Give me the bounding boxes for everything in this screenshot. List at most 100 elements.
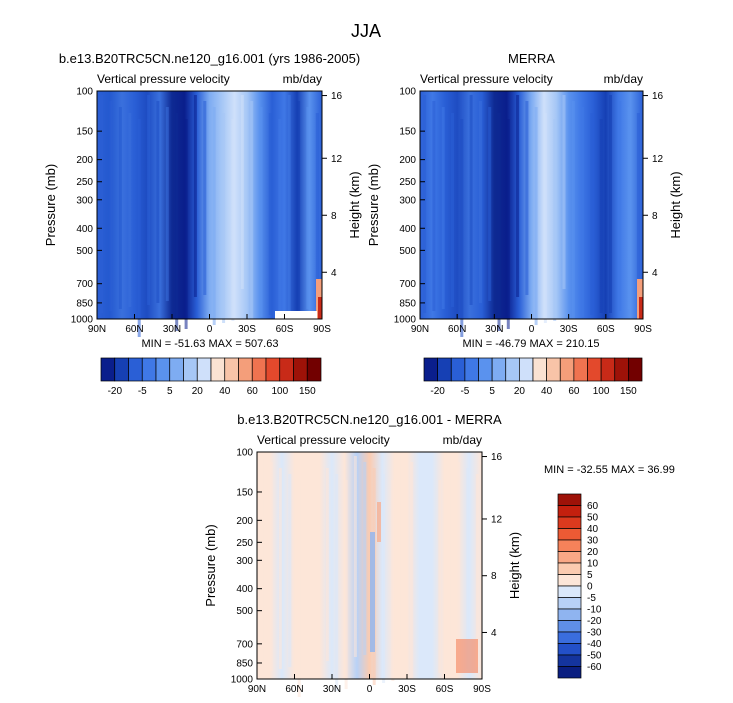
colorbar-label: 30 (587, 536, 599, 547)
y-tick-label: 250 (399, 177, 416, 188)
y-tick-label: 700 (399, 279, 416, 290)
contour-band (137, 119, 141, 337)
contour-band (618, 101, 622, 311)
colorbar-box (238, 357, 253, 382)
colorbar-box (450, 357, 466, 382)
colorbar-label: -20 (108, 386, 123, 397)
contour-band (363, 462, 367, 655)
colorbar-label: 10 (587, 559, 599, 570)
contour-band (287, 95, 291, 313)
left-string-label: Vertical pressure velocity (420, 72, 553, 86)
y-tick-label: 850 (76, 298, 93, 309)
y2-tick-label: 8 (491, 571, 497, 582)
y-axis-title: Pressure (mb) (43, 164, 58, 246)
contour-band (147, 95, 151, 305)
colorbar-box (600, 357, 616, 382)
contour-band (478, 101, 482, 303)
contour-band (278, 468, 282, 669)
min-max-label: MIN = -51.63 MAX = 507.63 (142, 338, 279, 350)
colorbar-box (169, 357, 184, 382)
y2-tick-label: 4 (491, 628, 497, 639)
y-axis-title: Pressure (mb) (366, 164, 381, 246)
contour-band (590, 113, 594, 315)
y-tick-label: 700 (76, 279, 93, 290)
contour-band (428, 474, 432, 675)
colorbar-label: -60 (587, 662, 602, 673)
units-label: mb/day (443, 433, 482, 447)
colorbar-label: 0 (587, 582, 593, 593)
equatorial-positive-band (377, 502, 381, 542)
colorbar-box (557, 643, 582, 656)
x-tick-label: 30S (560, 324, 578, 335)
y-tick-label: 300 (236, 556, 253, 567)
contour-band (525, 101, 529, 295)
colorbar-box (251, 357, 267, 382)
colorbar-box (557, 654, 582, 667)
colorbar-box (557, 493, 582, 506)
contour-band (100, 95, 104, 313)
panel-title: MERRA (508, 51, 555, 66)
x-tick-label: 60N (285, 684, 303, 695)
contour-band (307, 456, 311, 665)
colorbar-box (464, 357, 479, 382)
contour-band (269, 462, 273, 671)
y-tick-label: 400 (76, 224, 93, 235)
contour-band (222, 113, 226, 323)
contour-band (466, 468, 470, 669)
contour-band (184, 119, 188, 329)
contour-band (475, 474, 479, 667)
colorbar-box (423, 357, 438, 382)
y-tick-label: 300 (76, 195, 93, 206)
colorbar-box (155, 357, 171, 382)
x-tick-label: 30S (398, 684, 416, 695)
contour-band (636, 113, 640, 307)
contour-band (571, 101, 575, 319)
left-string-label: Vertical pressure velocity (97, 72, 230, 86)
y2-tick-label: 4 (331, 268, 337, 279)
contour-band (562, 95, 566, 289)
y-tick-label: 100 (76, 87, 93, 98)
y2-tick-label: 16 (331, 91, 343, 102)
colorbar-box (557, 597, 582, 610)
y2-tick-label: 8 (331, 211, 337, 222)
contour-band (488, 107, 492, 301)
y2-tick-label: 8 (652, 211, 658, 222)
colorbar-box (557, 562, 582, 575)
colorbar-label: -50 (587, 651, 602, 662)
colorbar-label: -5 (138, 386, 147, 397)
x-tick-label: 60S (597, 324, 615, 335)
contour-band (432, 101, 436, 311)
x-tick-label: 30N (163, 324, 181, 335)
y-tick-label: 400 (236, 584, 253, 595)
contour-band (315, 113, 319, 307)
x-tick-label: 0 (367, 684, 373, 695)
colorbar-label: -30 (587, 628, 602, 639)
panel-1: b.e13.B20TRC5CN.ne120_g16.001 (yrs 1986-… (43, 51, 362, 397)
y-tick-label: 200 (236, 516, 253, 527)
contour-band (447, 456, 451, 673)
y-tick-label: 250 (76, 177, 93, 188)
contour-band (460, 119, 464, 337)
contour-band (268, 113, 272, 315)
colorbar-box (557, 620, 582, 633)
colorbar-box (224, 357, 239, 382)
y-tick-label: 150 (76, 127, 93, 138)
missing-data-mask (275, 311, 317, 319)
colorbar-box (557, 574, 582, 587)
panel-2: MERRA Vertical pressure velocity mb/day 90N… (366, 51, 683, 397)
colorbar: -20 -5 5 20 40 60 100 150 (423, 357, 643, 397)
y-tick-label: 150 (236, 487, 253, 498)
y-tick-label: 200 (76, 155, 93, 166)
colorbar-label: -5 (587, 593, 596, 604)
colorbar-label: 5 (167, 386, 173, 397)
colorbar-box (128, 357, 143, 382)
heatmap-field (420, 91, 643, 319)
contour-band (391, 480, 395, 681)
colorbar-label: -20 (587, 616, 602, 627)
y-tick-label: 100 (399, 87, 416, 98)
contour-band (297, 480, 301, 697)
contour-band (240, 95, 244, 289)
x-tick-label: 60N (125, 324, 143, 335)
colorbar-box (557, 539, 582, 552)
